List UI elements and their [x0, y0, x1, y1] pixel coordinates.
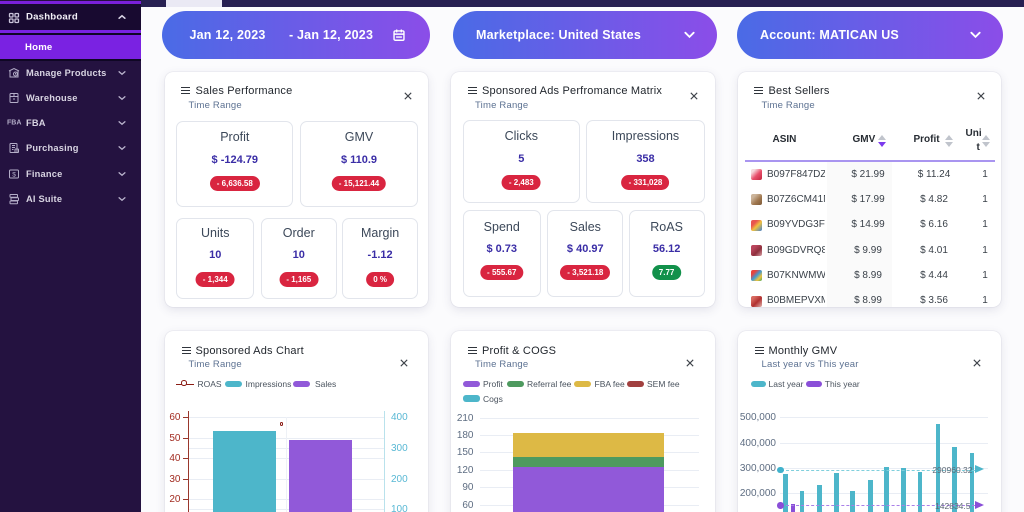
- svg-text:$: $: [12, 171, 16, 178]
